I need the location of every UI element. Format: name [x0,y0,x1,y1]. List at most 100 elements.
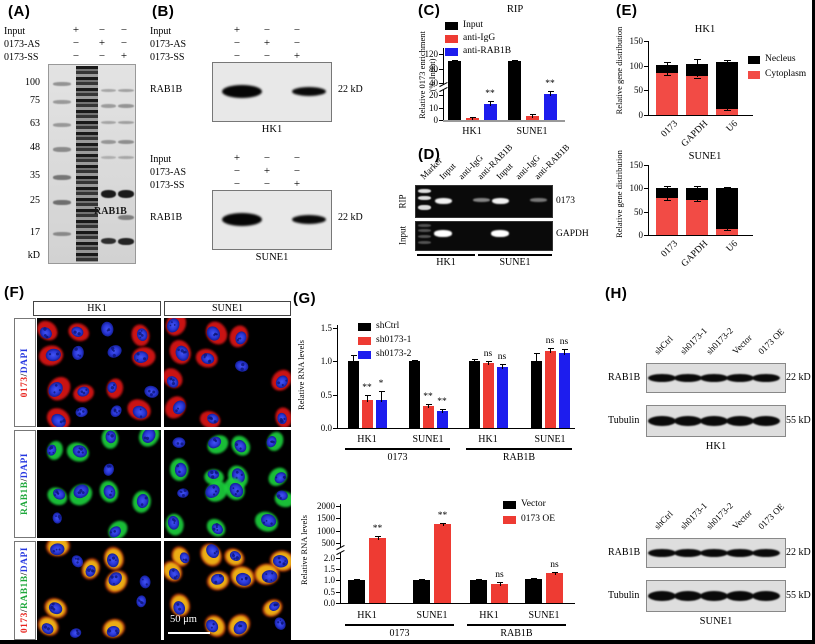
y-tick-label: 40 [429,78,438,89]
condition-sign: − [263,24,271,36]
ladder-band [53,175,71,180]
protein-band [752,549,780,557]
legend-label: anti-RAB1B [463,46,512,56]
super-group-label: RAB1B [502,452,536,463]
legend-swatch [445,35,458,43]
panel-label-h: (H) [605,285,628,302]
error-bar-cap [350,355,357,357]
protein-band [101,140,116,144]
y-tick-label: 1500 [317,513,335,524]
ladder-band [53,200,71,205]
y-tick [333,361,337,363]
error-bar-cap [531,578,537,580]
error-bar [353,355,354,364]
legend-swatch [445,22,458,30]
condition-sign: − [233,50,241,62]
chart-title: SUNE1 [688,151,722,162]
y-tick-label: 2.0 [323,552,335,563]
y-axis [340,504,341,548]
mw-label: 22 kD [786,547,811,558]
condition-label: 0173-AS [4,39,41,50]
error-bar-cap [664,190,671,192]
y-tick [439,120,443,121]
bar [496,367,508,428]
error-bar [532,114,533,118]
protein-label: RAB1B [608,372,641,383]
legend-swatch [358,351,371,359]
legend-label: Vector [521,499,546,509]
error-bar [564,349,565,355]
legend-swatch [445,48,458,56]
significance-label: ** [437,397,447,408]
protein-band [674,549,702,557]
y-tick-label: 0.5 [320,389,332,400]
protein-band [726,374,754,382]
error-bar [488,361,489,366]
y-tick [336,518,340,520]
legend-label: 0173 OE [521,514,556,524]
pcr-band [435,198,452,204]
row-label-segment: / [20,572,30,576]
error-bar [536,352,537,364]
bar [369,537,386,603]
error-bar [474,359,475,364]
category-label: HK1 [357,434,377,445]
y-tick [336,568,340,570]
row-label-segment: / [20,373,30,377]
row-label-segment: RAB1B [20,481,30,516]
error-bar-cap [724,109,731,111]
gene-label: 0173 [556,196,575,206]
condition-sign: − [72,37,80,49]
protein-band [700,591,728,601]
condition-sign: − [263,152,271,164]
error-bar [454,59,455,64]
condition-label: 0173-AS [150,39,187,50]
fluorescence-image [164,430,291,538]
y-tick-label: 150 [629,36,644,46]
error-bar-cap [440,522,446,524]
significance-label: * [378,379,384,390]
fluorescence-image [164,541,291,640]
error-bar-cap [411,360,418,361]
row-label-segment: RAB1B [20,575,30,610]
y-tick-label: 0.0 [320,423,332,433]
condition-sign: + [233,24,241,36]
group-underline [478,254,552,256]
significance-label: ns [495,570,504,581]
error-bar-cap [499,364,506,365]
error-bar-cap [487,101,494,103]
error-bar [533,578,535,582]
cell-line-label: SUNE1 [699,616,733,627]
error-bar [367,395,368,402]
error-bar-cap [552,572,558,574]
error-bar-cap [354,579,360,581]
category-label: SUNE1 [528,610,560,621]
error-bar-cap [511,59,518,61]
row-label-segment: 0173 [20,376,30,398]
input-smear-lane [76,66,98,262]
y-tick [333,394,337,396]
y-axis [337,325,338,428]
condition-sign: + [120,50,128,62]
group-underline [466,448,572,450]
bar [408,361,420,428]
legend-swatch [358,337,371,345]
ladder-band [53,123,71,127]
protein-band [101,190,116,198]
bar [507,61,521,120]
protein-band [726,416,754,426]
ladder-label: 100 [25,77,40,88]
marker-band [418,189,431,193]
marker-band [418,241,431,244]
legend-swatch [503,501,516,509]
condition-label: 0173-AS [150,167,187,178]
y-tick [644,65,648,67]
fluorescence-image [37,430,161,538]
category-label: HK1 [357,610,377,621]
group-underline [467,624,566,626]
panel-label-c: (C) [418,2,441,19]
significance-label: ns [559,337,569,348]
row-label-segment: / [20,609,30,613]
bar [544,350,556,428]
